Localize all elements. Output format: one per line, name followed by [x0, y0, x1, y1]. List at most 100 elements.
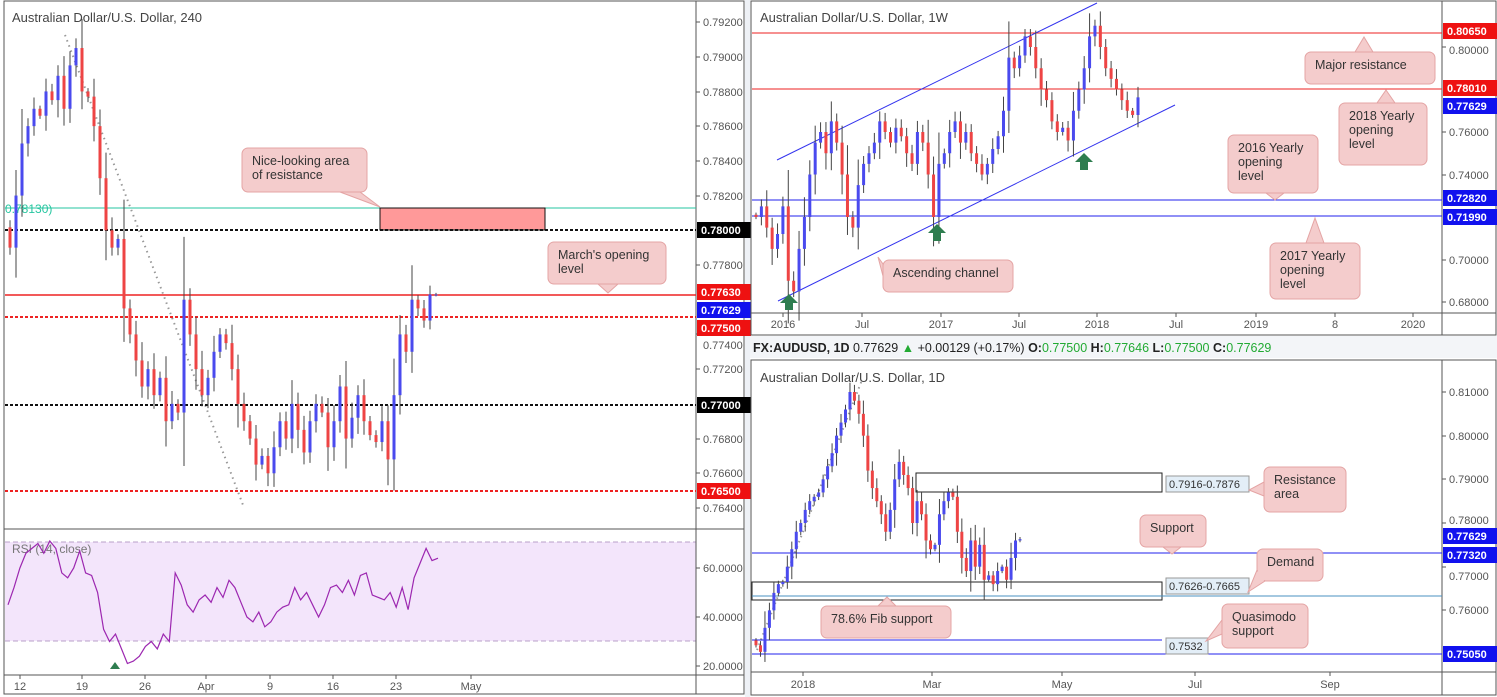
candle — [819, 122, 823, 149]
candle — [861, 400, 865, 447]
candle-body — [248, 421, 252, 439]
candle-body — [152, 369, 156, 396]
candle-body — [1009, 557, 1013, 580]
candle-body — [20, 143, 24, 196]
candle — [374, 430, 378, 448]
x-tick-label: 2016 — [771, 319, 795, 331]
svg-text:0.77320: 0.77320 — [1447, 550, 1487, 562]
candle-body — [758, 645, 762, 652]
candle-body — [770, 227, 774, 249]
candle-body — [38, 108, 42, 116]
callout-text: Major resistance — [1315, 58, 1407, 72]
candle-body — [86, 91, 90, 97]
y-tick-label: 0.78000 — [1449, 515, 1489, 527]
resistance-zone — [379, 207, 546, 231]
candle-body — [350, 417, 354, 439]
candle-body — [8, 227, 12, 248]
y-tick-label: 0.77800 — [703, 260, 743, 272]
candle — [969, 124, 973, 162]
candle — [1120, 83, 1124, 110]
candle-body — [991, 575, 995, 585]
candle — [985, 157, 989, 185]
candle — [839, 414, 843, 443]
high-label: H: — [1091, 341, 1104, 355]
candle — [242, 392, 246, 431]
price-badge: 0.80650 — [1443, 23, 1497, 39]
quote-header: FX:AUDUSD, 1D 0.77629 ▲ +0.00129 (+0.17%… — [753, 341, 1271, 355]
candle — [314, 394, 318, 433]
candle — [797, 230, 801, 321]
candle — [843, 404, 847, 428]
candle-body — [872, 142, 876, 154]
candle-body — [1018, 55, 1022, 69]
candle-body — [862, 163, 866, 186]
candle — [1061, 121, 1065, 136]
candle — [398, 315, 402, 415]
candle-body — [835, 435, 839, 454]
candle — [200, 350, 204, 407]
candle-body — [794, 531, 798, 550]
candle-body — [254, 438, 258, 465]
candle-body — [416, 299, 420, 309]
candle-body — [830, 453, 834, 467]
candle — [1055, 114, 1059, 141]
panel-weekly[interactable]: Australian Dollar/U.S. Dollar, 1W 0.8000… — [750, 0, 1497, 336]
x-tick-label: 23 — [390, 681, 402, 693]
candle-body — [821, 479, 825, 493]
candle-body — [170, 403, 174, 422]
candle — [924, 503, 928, 559]
close-label: C: — [1213, 341, 1226, 355]
candle-body — [1039, 68, 1043, 90]
low-value: 0.77500 — [1164, 341, 1209, 355]
candle-body — [236, 369, 240, 404]
candle — [152, 353, 156, 409]
candle — [790, 541, 794, 580]
candle — [386, 405, 390, 486]
candle — [958, 111, 962, 159]
candle-body — [1014, 540, 1018, 558]
panel-4h[interactable]: Australian Dollar/U.S. Dollar, 240 RSI (… — [3, 0, 751, 695]
x-tick-label: Jul — [1188, 679, 1202, 691]
arrow-up-icon — [1075, 153, 1093, 170]
candle-body — [422, 308, 426, 321]
candle-body — [781, 206, 785, 234]
candle-body — [946, 492, 950, 502]
chart-title: Australian Dollar/U.S. Dollar, 1W — [760, 10, 949, 25]
resistance-area-zone — [915, 472, 1163, 493]
candle-body — [1061, 127, 1065, 132]
price-badge: 0.78000 — [697, 222, 751, 238]
candle — [98, 109, 102, 195]
candle — [416, 295, 420, 316]
candle-body — [884, 514, 888, 532]
candle — [38, 105, 42, 119]
price-badge: 0.76500 — [697, 483, 751, 499]
candle — [1028, 29, 1032, 56]
candle-body — [754, 214, 758, 217]
candle-body — [942, 501, 946, 515]
callout-text: Quasimodo support — [1232, 610, 1296, 638]
y-tick-label: 0.76000 — [1449, 127, 1489, 139]
candle-body — [362, 395, 366, 422]
candle — [164, 356, 168, 447]
candle — [1088, 13, 1092, 83]
arrow-up-icon — [928, 224, 946, 241]
svg-text:0.77630: 0.77630 — [701, 287, 741, 299]
candle-body — [802, 217, 806, 249]
zone-label: 0.7532 — [1165, 637, 1209, 655]
candle-body — [799, 523, 803, 532]
candle-body — [110, 230, 114, 248]
channel-lower — [777, 104, 1176, 302]
candle — [765, 190, 769, 238]
candle-body — [910, 153, 914, 164]
candle — [829, 101, 833, 171]
panel-daily[interactable]: Australian Dollar/U.S. Dollar, 1D 0.7916… — [750, 359, 1497, 696]
candle-body — [398, 334, 402, 396]
x-tick-label: 26 — [139, 681, 151, 693]
x-tick-label: 9 — [267, 681, 273, 693]
candle — [272, 431, 276, 487]
callout-quasimodo: Quasimodo support — [1204, 603, 1309, 649]
candle — [857, 394, 861, 424]
candle — [942, 491, 946, 521]
candle-body — [176, 403, 180, 413]
